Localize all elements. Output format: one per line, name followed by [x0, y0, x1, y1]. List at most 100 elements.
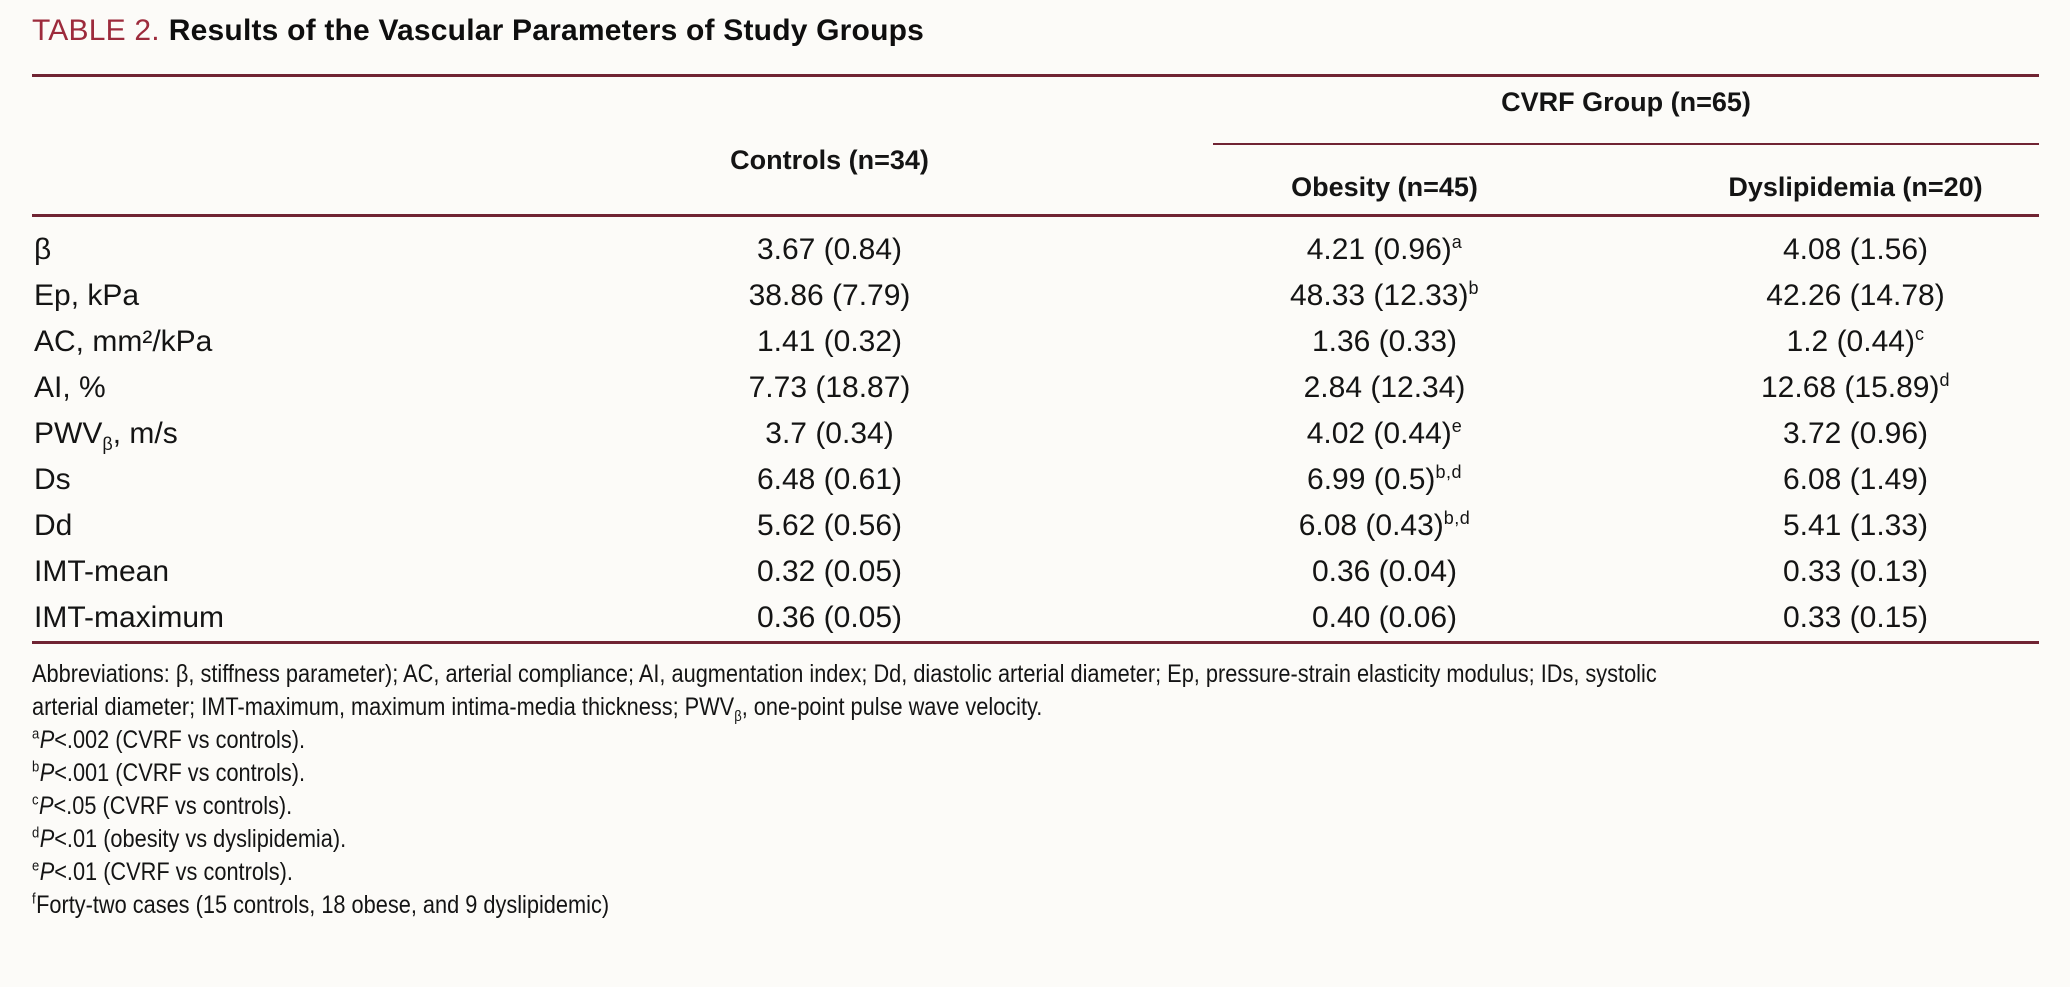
footnote-marker: c — [32, 791, 39, 809]
dyslipidemia-value-cell: 42.26 (14.78) — [1672, 279, 2039, 313]
value-text: 0.33 (0.13) — [1782, 555, 1929, 588]
parameter-column-header — [32, 172, 562, 202]
value-text: 7.73 (18.87) — [748, 371, 911, 404]
table-body: β 3.67 (0.84) 4.21 (0.96)a 4.08 (1.56) E… — [32, 217, 2039, 641]
dyslipidemia-value-cell: 12.68 (15.89)d — [1672, 371, 2039, 405]
value-text: 3.67 (0.84) — [756, 233, 903, 266]
p-value-symbol: P — [39, 726, 55, 754]
significance-superscript: c — [1914, 324, 1925, 344]
parameter-text: AI, % — [34, 371, 106, 404]
obesity-value-cell: 6.99 (0.5)b,d — [1097, 463, 1672, 497]
value-text: 6.48 (0.61) — [756, 463, 903, 496]
table-row: Ds 6.48 (0.61) 6.99 (0.5)b,d 6.08 (1.49) — [32, 457, 2039, 503]
parameter-cell: β — [32, 233, 562, 267]
parameter-text: Ep, kPa — [34, 279, 140, 312]
cvrf-group-rule — [1213, 143, 2039, 145]
footnote-text: <.002 (CVRF vs controls). — [54, 726, 306, 754]
obesity-value-cell: 1.36 (0.33) — [1097, 325, 1672, 359]
parameter-text: IMT-maximum — [34, 601, 224, 634]
obesity-value-cell: 48.33 (12.33)b — [1097, 279, 1672, 313]
footnote-item-d: dP<.01 (obesity vs dyslipidemia). — [32, 823, 1778, 856]
footnote-item-c: cP<.05 (CVRF vs controls). — [32, 790, 1778, 823]
significance-superscript: b — [1468, 278, 1479, 298]
controls-value-cell: 1.41 (0.32) — [562, 325, 1097, 359]
obesity-value-cell: 4.02 (0.44)e — [1097, 417, 1672, 451]
obesity-value-cell: 6.08 (0.43)b,d — [1097, 509, 1672, 543]
parameter-subscript: β — [102, 434, 113, 454]
parameter-text: Dd — [34, 509, 73, 542]
obesity-value-cell: 2.84 (12.34) — [1097, 371, 1672, 405]
value-text: 48.33 (12.33) — [1290, 279, 1469, 312]
footnote-marker: a — [32, 725, 40, 743]
table-row: IMT-maximum 0.36 (0.05) 0.40 (0.06) 0.33… — [32, 595, 2039, 641]
abbreviations-line-1: Abbreviations: β, stiffness parameter); … — [32, 660, 1657, 688]
significance-superscript: b,d — [1443, 508, 1471, 528]
parameter-cell: IMT-maximum — [32, 601, 562, 635]
footnote-text: Forty-two cases (15 controls, 18 obese, … — [36, 891, 610, 919]
dyslipidemia-column-header: Dyslipidemia (n=20) — [1728, 172, 1983, 202]
footnote-text: <.01 (CVRF vs controls). — [54, 858, 293, 886]
footnote-text: <.01 (obesity vs dyslipidemia). — [54, 825, 347, 853]
controls-value-cell: 5.62 (0.56) — [562, 509, 1097, 543]
value-text: 0.32 (0.05) — [756, 555, 903, 588]
value-text: 5.41 (1.33) — [1782, 509, 1929, 542]
dyslipidemia-value-cell: 4.08 (1.56) — [1672, 233, 2039, 267]
controls-value-cell: 6.48 (0.61) — [562, 463, 1097, 497]
table-row: PWVβ, m/s 3.7 (0.34) 4.02 (0.44)e 3.72 (… — [32, 411, 2039, 457]
parameter-text: β — [34, 233, 52, 266]
value-text: 1.36 (0.33) — [1311, 325, 1458, 358]
value-text: 6.08 (0.43) — [1298, 509, 1444, 542]
header-rule — [32, 214, 2039, 217]
parameter-text: Ds — [34, 463, 71, 496]
paper-table-figure: TABLE 2. Results of the Vascular Paramete… — [32, 12, 2070, 922]
obesity-column-header: Obesity (n=45) — [1291, 172, 1478, 202]
dyslipidemia-value-cell: 0.33 (0.15) — [1672, 601, 2039, 635]
dyslipidemia-value-cell: 6.08 (1.49) — [1672, 463, 2039, 497]
value-text: 3.72 (0.96) — [1782, 417, 1929, 450]
parameter-cell: Dd — [32, 509, 562, 543]
dyslipidemia-value-cell: 5.41 (1.33) — [1672, 509, 2039, 543]
parameter-suffix: , m/s — [112, 417, 178, 450]
value-text: 38.86 (7.79) — [748, 279, 911, 312]
value-text: 0.36 (0.04) — [1311, 555, 1458, 588]
footnotes: Abbreviations: β, stiffness parameter); … — [32, 644, 2039, 922]
abbreviations-text: arterial diameter; IMT-maximum, maximum … — [32, 693, 735, 721]
value-text: 2.84 (12.34) — [1303, 371, 1466, 404]
controls-value-cell: 0.32 (0.05) — [562, 555, 1097, 589]
obesity-value-cell: 4.21 (0.96)a — [1097, 233, 1672, 267]
parameter-cell: PWVβ, m/s — [32, 417, 562, 454]
controls-value-cell: 7.73 (18.87) — [562, 371, 1097, 405]
significance-superscript: e — [1451, 416, 1463, 436]
significance-superscript: b,d — [1435, 462, 1462, 482]
footnote-item-f: fForty-two cases (15 controls, 18 obese,… — [32, 889, 1778, 922]
significance-superscript: a — [1451, 232, 1463, 252]
value-text: 5.62 (0.56) — [756, 509, 903, 542]
controls-value-cell: 38.86 (7.79) — [562, 279, 1097, 313]
table-caption: TABLE 2. Results of the Vascular Paramete… — [32, 12, 2070, 50]
table-title-text: Results of the Vascular Parameters of St… — [168, 14, 925, 47]
value-text: 0.36 (0.05) — [756, 601, 903, 634]
value-text: 0.33 (0.15) — [1782, 601, 1929, 634]
value-text: 4.08 (1.56) — [1782, 233, 1929, 266]
controls-column-header: Controls (n=34) — [730, 145, 929, 175]
footnote-text: <.05 (CVRF vs controls). — [53, 792, 293, 820]
pwv-beta-subscript: β — [734, 708, 742, 725]
column-headers-row: Controls (n=34) Obesity (n=45) Dyslipide… — [32, 145, 2039, 202]
footnote-marker: b — [32, 758, 40, 776]
p-value-symbol: P — [39, 759, 55, 787]
top-rule — [32, 74, 2039, 77]
p-value-symbol: P — [39, 858, 55, 886]
value-text: 0.40 (0.06) — [1311, 601, 1458, 634]
table-row: β 3.67 (0.84) 4.21 (0.96)a 4.08 (1.56) — [32, 227, 2039, 273]
abbreviations-line-2: arterial diameter; IMT-maximum, maximum … — [32, 691, 1778, 724]
p-value-symbol: P — [39, 825, 55, 853]
footnote-text: <.001 (CVRF vs controls). — [54, 759, 306, 787]
cvrf-group-header: CVRF Group (n=65) — [1501, 87, 1751, 117]
significance-superscript: d — [1939, 370, 1950, 390]
table-row: IMT-mean 0.32 (0.05) 0.36 (0.04) 0.33 (0… — [32, 549, 2039, 595]
parameter-cell: Ep, kPa — [32, 279, 562, 313]
value-text: 12.68 (15.89) — [1761, 371, 1940, 404]
value-text: 1.41 (0.32) — [756, 325, 903, 358]
parameter-cell: Ds — [32, 463, 562, 497]
table-row: AC, mm²/kPa 1.41 (0.32) 1.36 (0.33) 1.2 … — [32, 319, 2039, 365]
